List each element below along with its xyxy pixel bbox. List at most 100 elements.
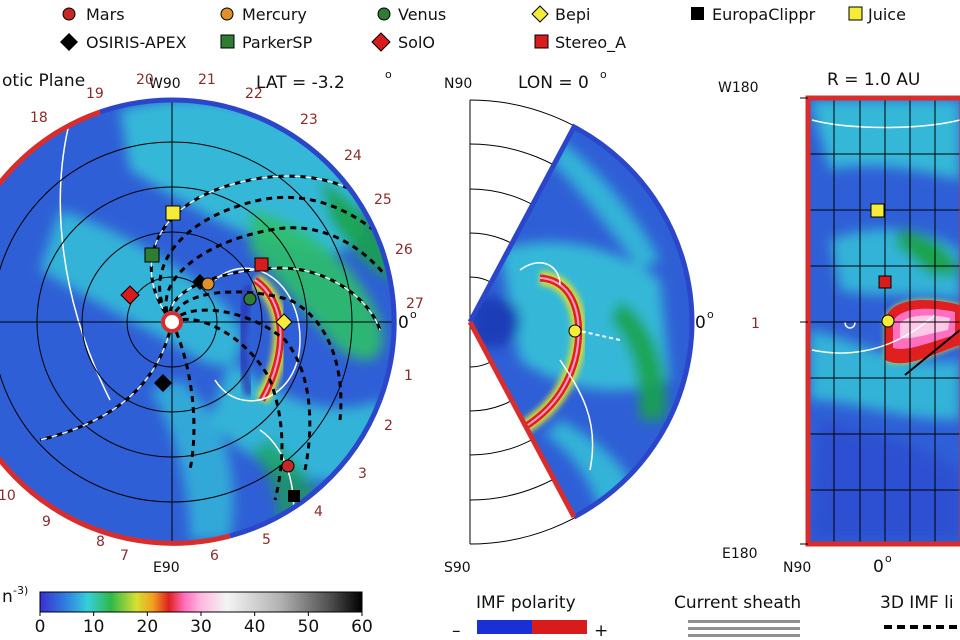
- legend-item-juice: Juice: [848, 5, 906, 24]
- legend-item-mars: Mars: [62, 5, 125, 24]
- current-sheath-line-2: [688, 627, 800, 630]
- venus-marker-icon: [377, 7, 391, 21]
- current-sheath-legend: Current sheath: [674, 593, 801, 637]
- day-tick-4: 4: [314, 504, 323, 520]
- day-tick-3: 3: [358, 466, 367, 482]
- day-tick-1: 1: [404, 368, 413, 384]
- imf-plus: +: [594, 621, 608, 640]
- osiris-apex-marker: [154, 374, 172, 392]
- day-tick-6: 6: [210, 548, 219, 564]
- day-tick-24: 24: [344, 148, 362, 164]
- current-sheath-label: Current sheath: [674, 593, 801, 613]
- legend-item-venus: Venus: [377, 5, 446, 24]
- legend-label-osiris-apex: OSIRIS-APEX: [86, 33, 187, 52]
- day-tick-2: 2: [384, 418, 393, 434]
- colorbar-tick-10: 10: [83, 617, 105, 637]
- day-tick-23: 23: [300, 112, 318, 128]
- legend-item-stereo-a: Stereo_A: [534, 33, 626, 53]
- radial-title: R = 1.0 AU: [827, 70, 920, 90]
- legend-item-parkersp: ParkerSP: [220, 33, 313, 52]
- radial-bottom-n: N90: [783, 560, 811, 576]
- meridional-rim-blue: [467, 123, 695, 324]
- svg-text:LON = 0: LON = 0: [518, 73, 589, 93]
- europaclippr-marker: [288, 490, 300, 502]
- svg-text:-3): -3): [13, 584, 28, 597]
- mars-marker: [281, 459, 295, 473]
- day-tick-18: 18: [30, 110, 48, 126]
- day-tick-10: 10: [0, 488, 16, 504]
- svg-text:o: o: [885, 552, 892, 565]
- radial-mid-left: 1: [751, 316, 760, 332]
- day-tick-19: 19: [86, 86, 104, 102]
- sun-icon: [161, 311, 183, 333]
- legend-item-osiris-apex: OSIRIS-APEX: [60, 33, 187, 52]
- day-tick-5: 5: [262, 532, 271, 548]
- radial-frame: [805, 95, 960, 547]
- radial-top-left: W180: [718, 80, 759, 96]
- imf-negative-bar: [477, 620, 532, 634]
- current-sheath-line-3: [688, 634, 800, 637]
- colorbar-tick-20: 20: [137, 617, 159, 637]
- meridional-lon-label: LON = 0 o: [518, 68, 607, 93]
- day-tick-26: 26: [395, 242, 413, 258]
- day-tick-22: 22: [245, 86, 263, 102]
- svg-text:LAT = -3.2: LAT = -3.2: [256, 73, 345, 93]
- colorbar-tick-30: 30: [190, 617, 212, 637]
- imf-minus: –: [452, 621, 461, 640]
- meridional-right-label: 0 o: [695, 308, 714, 333]
- earth-marker: [275, 313, 293, 331]
- svg-text:o: o: [600, 68, 607, 81]
- parkersp-marker-icon: [220, 34, 235, 49]
- stereo-a-marker: [254, 257, 269, 272]
- day-tick-27: 27: [406, 296, 424, 312]
- imf-positive-bar: [532, 620, 587, 634]
- imf-title: IMF polarity: [476, 593, 576, 613]
- ecliptic-bottom-label: E90: [153, 560, 180, 576]
- svg-text:0: 0: [873, 557, 884, 577]
- radial-earth-marker: [881, 314, 895, 328]
- solo-marker-icon: [371, 32, 391, 52]
- legend-label-europaclippr: EuropaClippr: [712, 5, 816, 24]
- svg-text:0: 0: [695, 313, 706, 333]
- day-tick-9: 9: [42, 514, 51, 530]
- meridional-bottom-left: S90: [444, 560, 471, 576]
- svg-text:o: o: [410, 308, 417, 321]
- day-tick-25: 25: [374, 192, 392, 208]
- stereo-a-marker-icon: [534, 34, 549, 49]
- meridional-panel: N90 S90 LON = 0 o 0 o: [444, 68, 714, 576]
- solo-marker: [120, 285, 140, 305]
- bepi-marker-icon: [531, 5, 549, 23]
- svg-text:o: o: [707, 308, 714, 321]
- current-sheath-line-1: [688, 620, 800, 623]
- imf-polarity-legend: IMF polarity – +: [452, 593, 608, 640]
- ecliptic-title: otic Plane: [2, 71, 85, 91]
- ecliptic-lat-label: LAT = -3.2 o: [256, 68, 392, 93]
- parkersp-marker: [144, 247, 160, 263]
- ecliptic-panel: otic Plane W90 E90 LAT = -3.2 o 0 o 1819…: [0, 68, 424, 576]
- radial-juice-marker: [870, 203, 885, 218]
- day-tick-20: 20: [136, 72, 154, 88]
- colorbar-gradient: [39, 591, 363, 613]
- ecliptic-rim-red: [0, 455, 231, 546]
- meridional-top-left: N90: [444, 76, 472, 92]
- colorbar-ticks: 0 10 20 30 40 50 60: [35, 612, 373, 637]
- legend-label-bepi: Bepi: [555, 5, 590, 24]
- radial-bottom-left: E180: [722, 546, 758, 562]
- density-colorbar: n -3) 0 10 20 30 40 50 60: [2, 584, 373, 637]
- legend-label-solo: SolO: [398, 33, 435, 52]
- colorbar-tick-60: 60: [351, 617, 373, 637]
- legend-label-venus: Venus: [398, 5, 446, 24]
- legend-item-bepi: Bepi: [531, 5, 590, 24]
- imf-3d-label: 3D IMF li: [880, 593, 954, 613]
- ecliptic-top-label: W90: [149, 76, 181, 92]
- day-tick-21: 21: [198, 72, 216, 88]
- radial-stereo-a-marker: [878, 275, 892, 289]
- imf-3d-legend: 3D IMF li: [880, 593, 960, 629]
- legend: Mars Mercury Venus Bepi EuropaClippr Jui…: [60, 5, 906, 53]
- juice-marker: [165, 205, 181, 221]
- svg-text:o: o: [385, 68, 392, 81]
- day-tick-8: 8: [96, 534, 105, 550]
- svg-text:n: n: [2, 587, 13, 607]
- svg-text:0: 0: [398, 313, 409, 333]
